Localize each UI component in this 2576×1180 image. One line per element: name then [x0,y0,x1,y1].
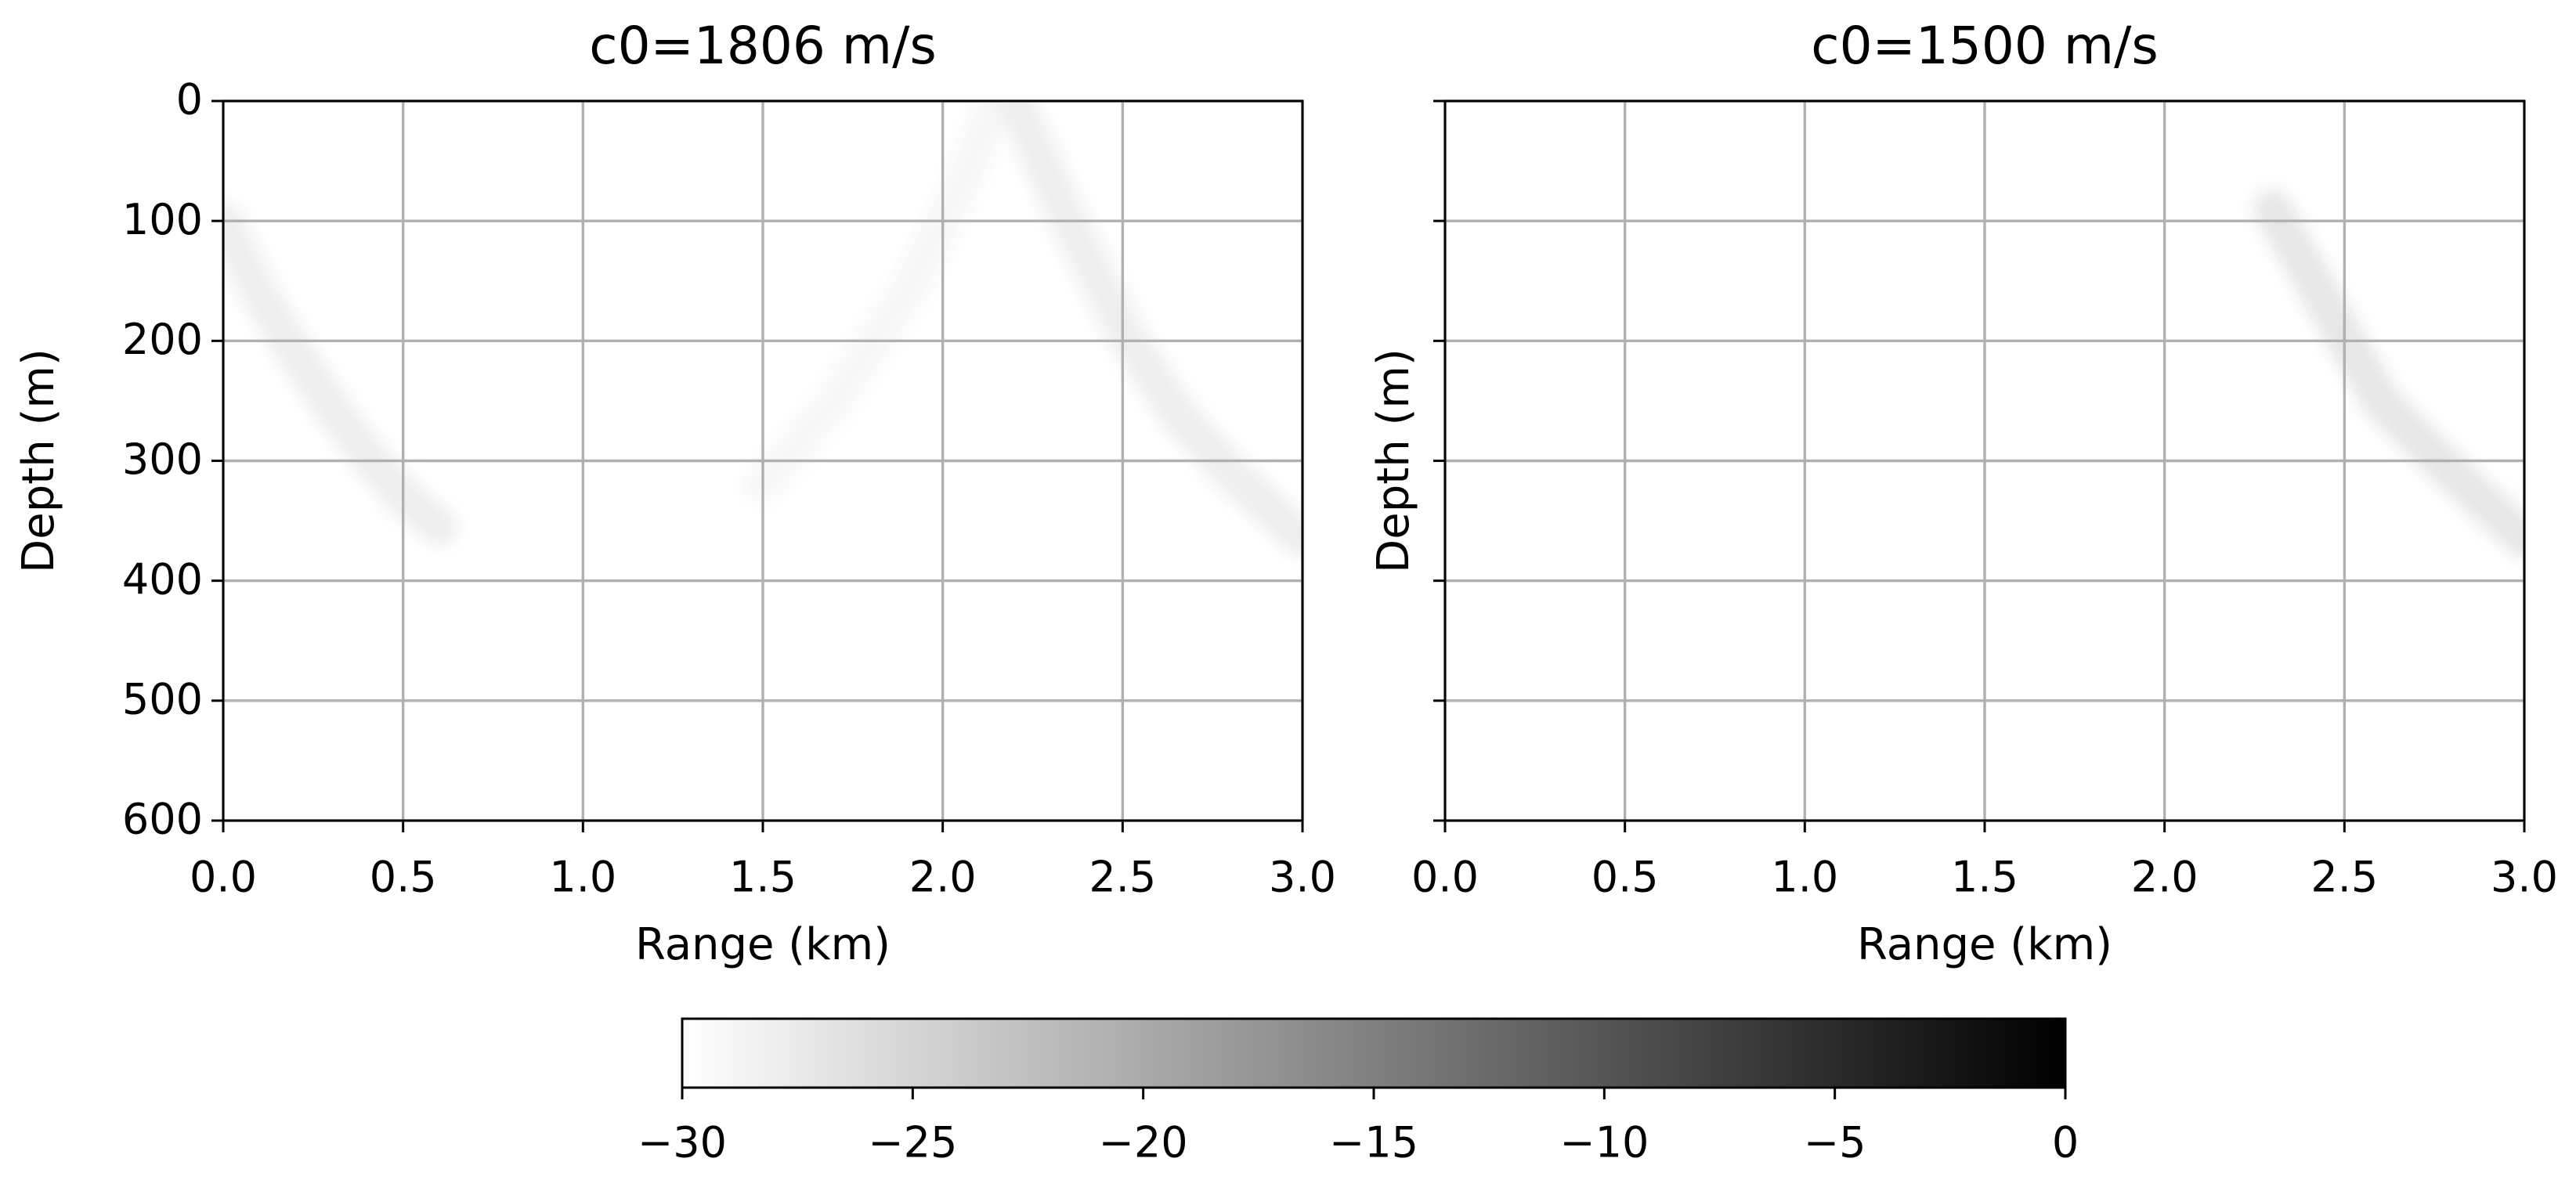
x-tick-label: 1.5 [1951,853,2018,902]
x-tick-label: 2.5 [2310,853,2378,902]
x-tick-label: 3.0 [2491,853,2558,902]
field-band [223,202,458,546]
y-tick-label: 300 [122,435,203,484]
x-tick-label: 3.0 [1269,853,1336,902]
colorbar-tick-label: 0 [2052,1118,2079,1167]
axes-frame [1443,99,2526,822]
x-tick-label: 0.5 [370,853,437,902]
colorbar-tick-label: −20 [1099,1118,1188,1167]
colorbar-tick-label: −15 [1329,1118,1418,1167]
x-tick-label: 1.0 [1771,853,1838,902]
colorbar-tick-label: −30 [638,1118,727,1167]
y-axis-label: Depth (m) [1368,348,1419,573]
axes-frame [222,99,1304,822]
y-tick-label: 600 [122,795,203,844]
x-tick-label: 0.0 [190,853,257,902]
x-tick-label: 1.0 [549,853,616,902]
y-tick-label: 500 [122,674,203,724]
field-band [744,101,1016,504]
y-axis-label: Depth (m) [13,348,64,573]
y-tick-label: 0 [176,75,203,124]
colorbar-tick-label: −5 [1804,1118,1866,1167]
x-tick-label: 2.5 [1089,853,1156,902]
field-band [2253,189,2524,558]
field-band [995,101,1302,558]
x-axis-label: Range (km) [635,919,891,970]
x-tick-label: 1.5 [729,853,797,902]
x-axis-label: Range (km) [1857,919,2112,970]
x-tick-label: 2.0 [909,853,977,902]
y-tick-label: 100 [122,195,203,244]
x-tick-label: 0.5 [1591,853,1659,902]
x-tick-label: 0.0 [1411,853,1479,902]
chart-title: c0=1806 m/s [589,16,936,76]
chart-title: c0=1500 m/s [1811,16,2158,76]
x-tick-label: 2.0 [2131,853,2198,902]
colorbar-tick-label: −10 [1559,1118,1649,1167]
y-tick-label: 400 [122,554,203,604]
y-tick-label: 200 [122,315,203,364]
colorbar-tick-label: −25 [868,1118,957,1167]
colorbar [681,1017,2067,1089]
heatmap-bands [2253,189,2524,558]
